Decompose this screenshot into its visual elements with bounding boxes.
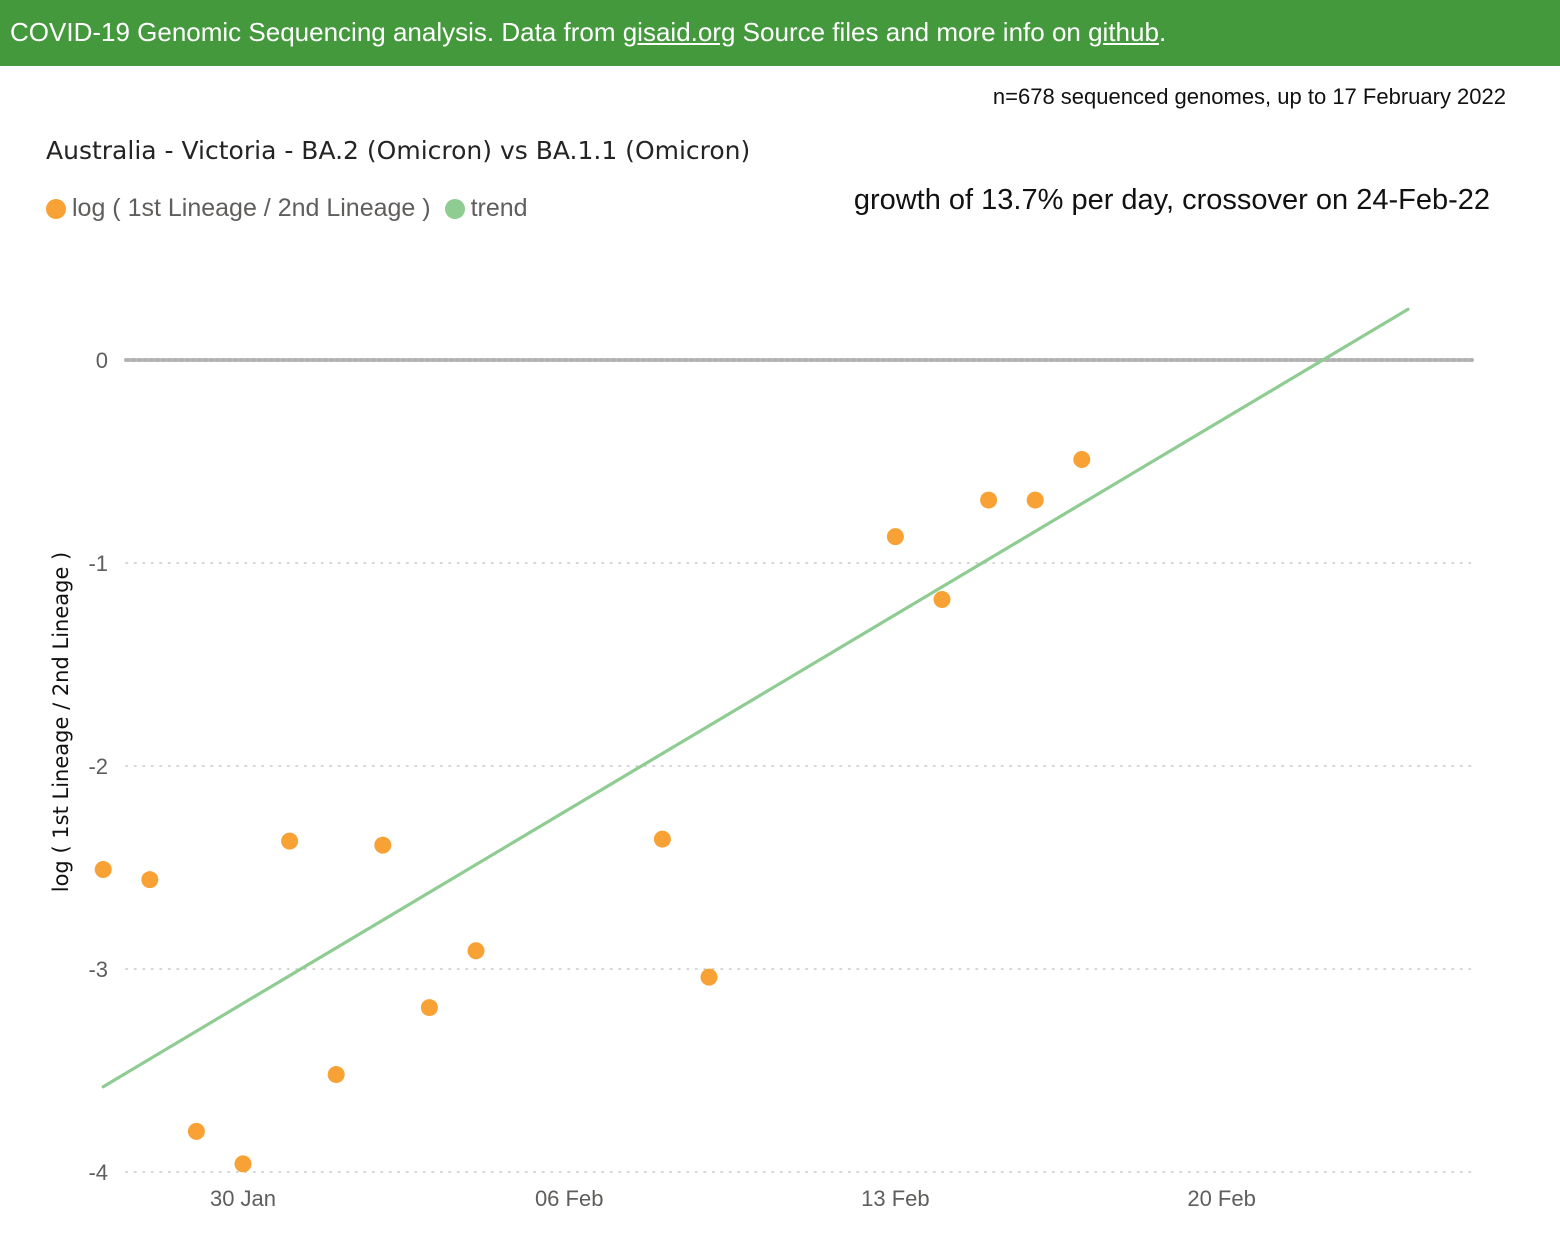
chart-title: Australia - Victoria - BA.2 (Omicron) vs… (46, 136, 751, 165)
sample-count-subtitle: n=678 sequenced genomes, up to 17 Februa… (992, 84, 1506, 109)
header-banner: COVID-19 Genomic Sequencing analysis. Da… (0, 0, 1560, 66)
growth-annotation: growth of 13.7% per day, crossover on 24… (853, 184, 1490, 216)
data-point (141, 871, 159, 889)
data-point (980, 491, 998, 509)
data-point (933, 591, 951, 609)
legend-points-label: log ( 1st Lineage / 2nd Lineage ) (72, 194, 431, 222)
x-tick-label: 20 Feb (1187, 1186, 1256, 1211)
data-point (374, 836, 392, 854)
data-point (234, 1155, 252, 1173)
data-point (1026, 491, 1044, 509)
x-tick-label: 06 Feb (535, 1186, 604, 1211)
y-tick-label: -3 (88, 957, 108, 982)
banner-text-prefix: COVID-19 Genomic Sequencing analysis. Da… (10, 17, 623, 47)
y-axis-ticks: 0 -1 -2 -3 -4 (88, 348, 108, 1185)
x-tick-label: 13 Feb (861, 1186, 930, 1211)
x-axis-ticks: 30 Jan 06 Feb 13 Feb 20 Feb (210, 1186, 1256, 1211)
data-point (187, 1122, 205, 1140)
legend-item-points[interactable]: log ( 1st Lineage / 2nd Lineage ) (46, 194, 431, 223)
gridlines (124, 358, 1474, 1173)
data-point (327, 1066, 345, 1084)
trend-series (101, 307, 1410, 1089)
data-point (1073, 450, 1091, 468)
gisaid-link[interactable]: gisaid.org (622, 17, 736, 47)
legend-points-marker (46, 198, 66, 219)
trend-line (101, 307, 1410, 1089)
y-tick-label: -2 (88, 754, 108, 779)
data-point (281, 832, 299, 850)
data-point (886, 528, 904, 546)
banner-text-middle: Source files and more info on (735, 17, 1089, 47)
legend-trend-label: trend (470, 194, 528, 222)
y-tick-label: -4 (88, 1160, 108, 1185)
legend-trend-marker (444, 198, 465, 219)
point-series (94, 450, 1091, 1173)
github-link[interactable]: github (1088, 17, 1159, 47)
x-tick-label: 30 Jan (210, 1186, 276, 1211)
data-point (420, 999, 438, 1017)
y-tick-label: -1 (88, 551, 108, 576)
data-point (653, 830, 671, 848)
chart-legend: log ( 1st Lineage / 2nd Lineage ) trend (46, 194, 542, 223)
data-point (700, 968, 718, 986)
legend-item-trend[interactable]: trend (444, 194, 528, 223)
y-axis-title: log ( 1st Lineage / 2nd Lineage ) (49, 552, 73, 893)
y-tick-label: 0 (96, 348, 108, 373)
data-point (467, 942, 485, 960)
data-point (94, 861, 112, 879)
banner-text-suffix: . (1158, 17, 1167, 47)
